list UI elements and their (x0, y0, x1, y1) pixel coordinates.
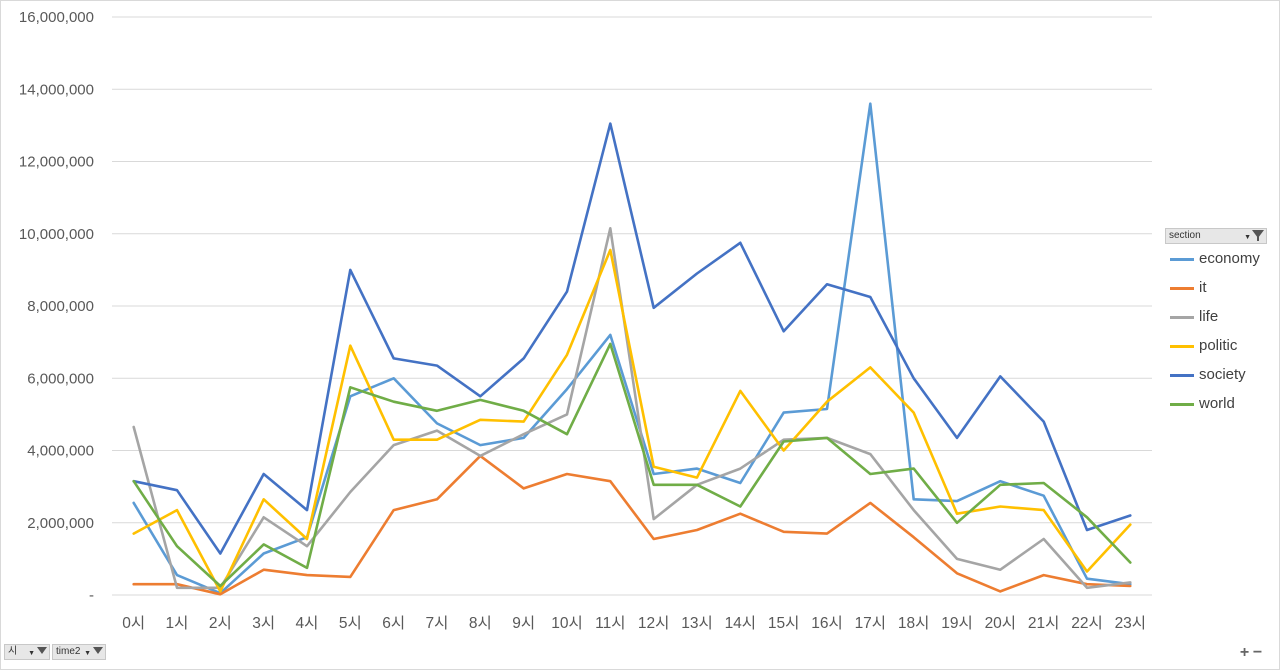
series-lines (132, 102, 1132, 596)
x-tick-label: 14시 (725, 615, 757, 632)
dropdown-arrow-icon: ▼ (28, 650, 35, 657)
gridlines (112, 16, 1152, 596)
x-tick-label: 15시 (768, 615, 800, 632)
legend-swatch (1170, 345, 1194, 348)
x-tick-label: 3시 (252, 615, 275, 632)
x-tick-label: 10시 (551, 615, 583, 632)
x-tick-label: 19시 (941, 615, 973, 632)
legend-field-label: section (1169, 230, 1201, 241)
expand-field-button[interactable]: + (1239, 644, 1250, 661)
y-tick-label: 16,000,000 (19, 9, 94, 26)
series-line-it (132, 454, 1132, 596)
x-tick-label: 7시 (426, 615, 449, 632)
row-field-button[interactable]: 시 ▼ (4, 644, 50, 660)
x-tick-label: 0시 (122, 615, 145, 632)
x-tick-label: 1시 (166, 615, 189, 632)
dropdown-arrow-icon: ▼ (84, 650, 91, 657)
x-tick-label: 17시 (855, 615, 887, 632)
dropdown-arrow-icon: ▼ (1244, 234, 1251, 241)
y-axis-ticks: - 2,000,000 4,000,000 6,000,000 8,000,000 10,… (19, 9, 94, 604)
series-line-economy (132, 102, 1132, 595)
legend-label: life (1199, 308, 1219, 325)
legend-swatch (1170, 374, 1194, 377)
x-tick-label: 13시 (681, 615, 713, 632)
y-tick-label: 14,000,000 (19, 81, 94, 98)
filter-field-button[interactable]: time2 ▼ (52, 644, 106, 660)
collapse-field-button[interactable]: − (1252, 644, 1263, 661)
x-tick-label: 16시 (811, 615, 843, 632)
series-line-politic (132, 248, 1132, 593)
legend-swatch (1170, 316, 1194, 319)
legend-label: politic (1199, 337, 1238, 354)
y-tick-label: - (89, 587, 94, 604)
legend-swatch (1170, 258, 1194, 261)
y-tick-label: 12,000,000 (19, 154, 94, 171)
legend-field-button[interactable]: section ▼ (1165, 228, 1267, 244)
x-tick-label: 20시 (985, 615, 1017, 632)
y-tick-label: 6,000,000 (27, 370, 94, 387)
legend-label: economy (1199, 250, 1260, 267)
series-line-life (132, 227, 1132, 590)
x-tick-label: 8시 (469, 615, 492, 632)
x-tick-label: 4시 (296, 615, 319, 632)
y-tick-label: 4,000,000 (27, 443, 94, 460)
filter-funnel-icon (1252, 230, 1264, 238)
legend-label: it (1199, 279, 1207, 296)
x-tick-label: 2시 (209, 615, 232, 632)
filter-funnel-icon (37, 647, 47, 654)
y-tick-label: 8,000,000 (27, 298, 94, 315)
x-tick-label: 22시 (1071, 615, 1103, 632)
x-tick-label: 23시 (1115, 615, 1147, 632)
legend-swatch (1170, 287, 1194, 290)
legend-swatch (1170, 403, 1194, 406)
x-axis-ticks: 0시 1시 2시 3시 4시 5시 6시 7시 8시 9시 10시 11시 12시 13시 14시 15시 16… (122, 615, 1146, 632)
filter-funnel-icon (93, 647, 103, 654)
x-tick-label: 9시 (512, 615, 535, 632)
x-tick-label: 21시 (1028, 615, 1060, 632)
x-tick-label: 6시 (382, 615, 405, 632)
x-tick-label: 5시 (339, 615, 362, 632)
x-tick-label: 18시 (898, 615, 930, 632)
y-tick-label: 2,000,000 (27, 515, 94, 532)
row-field-label: 시 (8, 646, 18, 657)
expand-collapse-buttons: + − (1238, 644, 1264, 662)
x-tick-label: 12시 (638, 615, 670, 632)
legend-label: society (1199, 366, 1246, 383)
y-tick-label: 10,000,000 (19, 226, 94, 243)
filter-field-label: time2 (56, 646, 81, 657)
x-tick-label: 11시 (595, 615, 625, 632)
legend-label: world (1199, 395, 1235, 412)
series-line-society (132, 122, 1132, 555)
series-line-world (132, 342, 1132, 588)
